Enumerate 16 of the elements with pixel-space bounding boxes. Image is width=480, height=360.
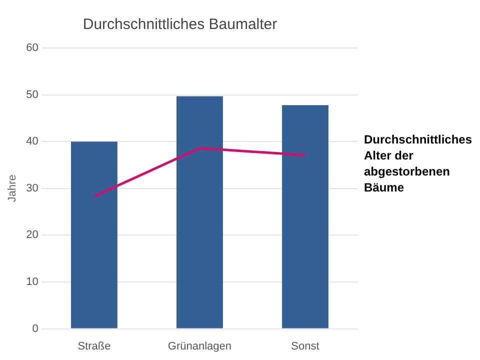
x-tick-label: Sonst xyxy=(291,340,320,352)
y-tick-label: 40 xyxy=(26,136,38,148)
y-tick-label: 10 xyxy=(26,276,38,288)
x-tick-label: Straße xyxy=(78,340,111,352)
y-tick-label: 50 xyxy=(26,88,38,101)
bar xyxy=(70,142,118,328)
bar xyxy=(282,105,328,328)
text: Durchschnittliches Alter der abgestorbenen Bäume xyxy=(364,132,472,194)
x-tick-label: Grünanlagen xyxy=(168,340,232,352)
y-tick-label: 20 xyxy=(26,229,38,242)
y-tick-label: 30 xyxy=(26,182,38,194)
y-axis-title: Jahre xyxy=(6,174,19,202)
bar xyxy=(176,96,223,328)
y-tick-label: 0 xyxy=(32,322,38,335)
y-tick-label: 60 xyxy=(26,42,38,54)
chart-title: Durchschnittliches Baumalter xyxy=(82,16,278,34)
